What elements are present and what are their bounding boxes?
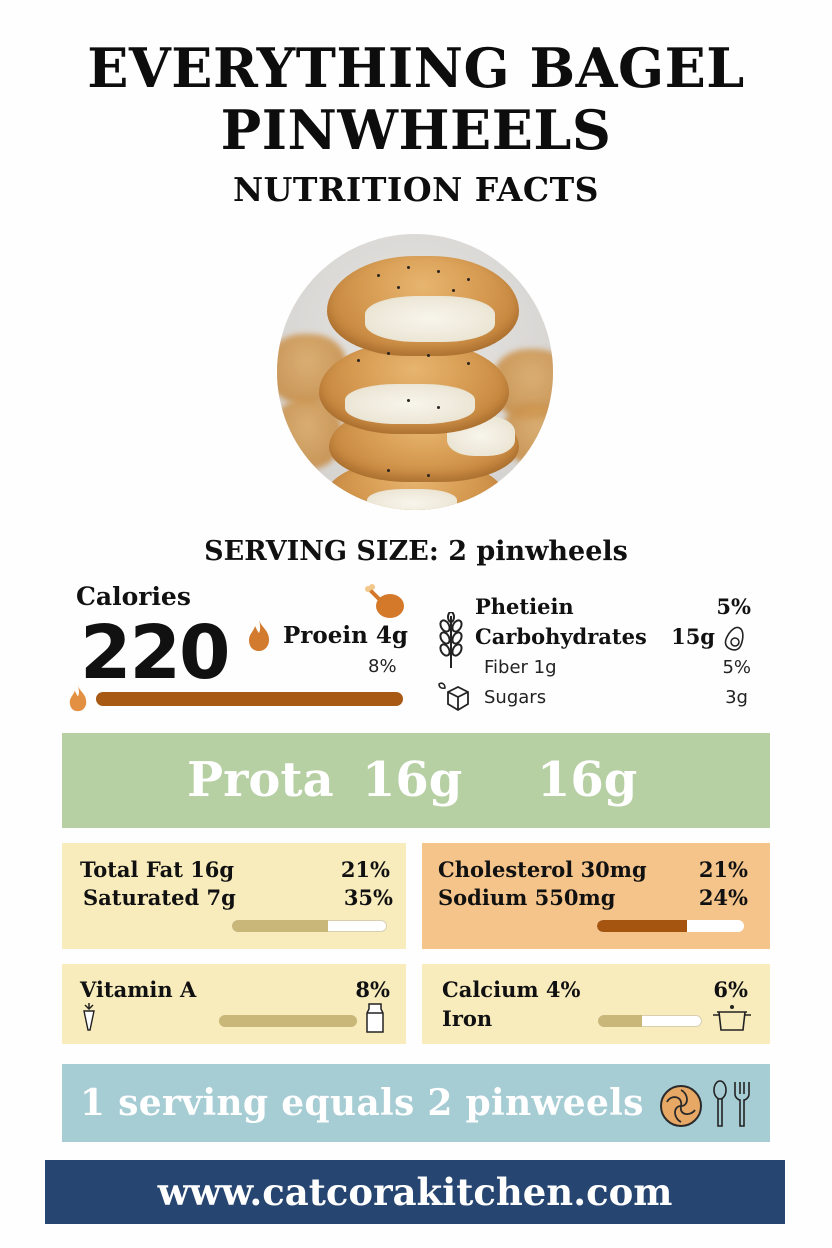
- nutrient-percent: 35%: [343, 885, 393, 910]
- calories-value: 220: [80, 610, 230, 696]
- green-banner-value-2: 16g: [537, 752, 638, 808]
- serving-banner-text: 1 serving equals 2 pinweels: [80, 1082, 644, 1124]
- serving-banner: [62, 1064, 770, 1142]
- nutrient-label: Carbohydrates: [475, 624, 647, 649]
- protein-small-label: Proein 4g: [283, 622, 408, 649]
- sugar-cube-icon: [436, 680, 470, 712]
- nutrient-row-cholesterol: Cholesterol 30mg 21%: [438, 857, 748, 882]
- vitamin-panel: [62, 964, 406, 1044]
- sodium-progress-fill: [597, 920, 687, 932]
- nutrient-row-calcium: Calcium 4% 6%: [442, 977, 748, 1002]
- nutrient-label: Vitamin A: [80, 977, 197, 1002]
- nutrient-value: 3g: [725, 687, 748, 708]
- nutrient-label: Cholesterol 30mg: [438, 857, 647, 882]
- wheat-icon: [438, 612, 464, 670]
- subtitle: NUTRITION FACTS: [232, 170, 599, 209]
- nutrient-row-vitamin-a: Vitamin A 8%: [80, 977, 390, 1002]
- serving-size: SERVING SIZE: 2 pinwheels: [204, 536, 628, 567]
- fat-progress-fill: [232, 920, 329, 932]
- food-photo: [277, 234, 553, 510]
- nutrient-label: Saturated 7g: [83, 885, 236, 910]
- nutrient-label: Sugars: [484, 687, 547, 708]
- nutrient-value: 5%: [716, 594, 751, 619]
- spoon-icon: [712, 1080, 728, 1128]
- nutrient-percent: 21%: [340, 857, 390, 882]
- protein-small-percent: 8%: [368, 656, 397, 677]
- footer-bar: [45, 1160, 785, 1224]
- mineral-progress-bar: [598, 1015, 702, 1027]
- chicken-leg-icon: [362, 584, 406, 620]
- milk-glass-icon: [366, 1002, 384, 1034]
- flame-icon: [66, 684, 90, 712]
- nutrient-row: Phetiein 5%: [475, 594, 751, 619]
- nutrient-row-iron: Iron: [442, 1006, 748, 1031]
- nutrient-value: 5%: [722, 657, 751, 678]
- carrot-icon: [82, 1002, 96, 1032]
- nutrient-percent: 21%: [698, 857, 748, 882]
- mineral-progress-fill: [598, 1015, 642, 1027]
- green-banner-value-1: 16g: [362, 752, 463, 808]
- calories-label: Calories: [76, 582, 191, 611]
- nutrient-label: Iron: [442, 1006, 493, 1031]
- nutrient-row-saturated: Saturated 7g 35%: [83, 885, 393, 910]
- nutrient-percent: 8%: [355, 977, 390, 1002]
- calories-progress-bar: [96, 692, 403, 706]
- nutrient-label: Fiber 1g: [484, 657, 557, 678]
- nutrient-label: Total Fat 16g: [80, 857, 235, 882]
- flame-icon: [246, 618, 272, 652]
- nutrient-value: 15g: [671, 624, 715, 649]
- website-link[interactable]: www.catcorakitchen.com: [157, 1170, 673, 1214]
- nutrient-row-fiber: Fiber 1g 5%: [484, 657, 751, 678]
- nutrient-percent: 6%: [713, 977, 748, 1002]
- mineral-panel: [422, 964, 770, 1044]
- nutrient-label: Phetiein: [475, 594, 574, 619]
- nutrient-row-total-fat: Total Fat 16g 21%: [80, 857, 390, 882]
- nutrient-percent: 24%: [698, 885, 748, 910]
- green-banner-label: Prota: [187, 752, 334, 808]
- sodium-progress-bar: [597, 920, 744, 932]
- nutrient-label: Calcium 4%: [442, 977, 581, 1002]
- title-line-1: EVERYTHING BAGEL: [87, 36, 745, 100]
- green-banner: [62, 733, 770, 828]
- title-line-2: PINWHEELS: [220, 98, 612, 162]
- pot-icon: [711, 1004, 753, 1032]
- fork-icon: [733, 1080, 751, 1128]
- nutrient-row-carbohydrates: Carbohydrates 15g: [475, 624, 715, 649]
- nutrient-row-sodium: Sodium 550mg 24%: [438, 885, 748, 910]
- nutrient-row-sugars: Sugars 3g: [484, 687, 748, 708]
- vitamin-progress-bar: [219, 1015, 357, 1027]
- nutrient-label: Sodium 550mg: [438, 885, 616, 910]
- avocado-icon: [724, 624, 746, 652]
- fat-progress-bar: [232, 920, 387, 932]
- pinwheel-icon: [659, 1084, 703, 1128]
